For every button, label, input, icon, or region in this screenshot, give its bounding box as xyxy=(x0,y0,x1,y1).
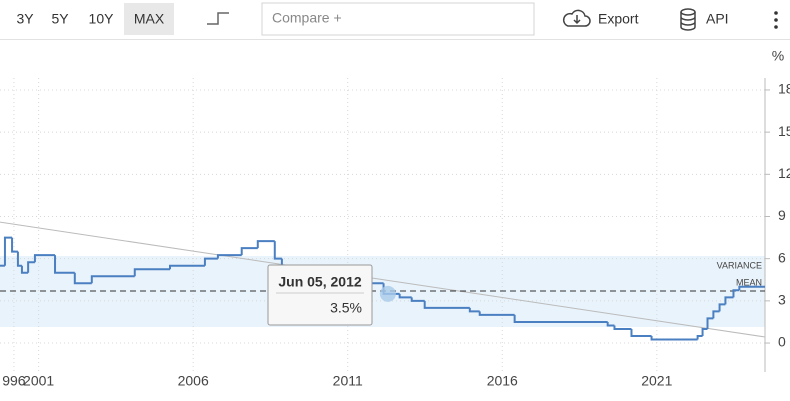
line-step xyxy=(273,241,282,260)
line-step xyxy=(423,300,470,309)
mean-label: MEAN xyxy=(736,277,762,287)
tooltip-date: Jun 05, 2012 xyxy=(278,274,361,290)
line-step xyxy=(256,240,275,249)
line-step xyxy=(732,289,740,298)
line-step xyxy=(606,321,615,327)
x-tick-label: 2001 xyxy=(23,373,54,389)
line-step xyxy=(478,311,515,316)
compare-placeholder[interactable]: Compare + xyxy=(272,10,342,26)
range-active-bg xyxy=(124,3,174,35)
range-button[interactable]: MAX xyxy=(134,11,165,27)
line-step xyxy=(203,257,218,266)
y-tick-label: 9 xyxy=(778,207,786,223)
line-step xyxy=(650,336,698,341)
x-tick-label: 2021 xyxy=(641,373,672,389)
x-tick-label: 2011 xyxy=(333,373,363,389)
y-tick-label: 18 xyxy=(778,81,790,97)
cloud-icon xyxy=(562,9,591,27)
menu-dot xyxy=(774,18,778,22)
y-unit: % xyxy=(772,48,784,64)
download-arrow xyxy=(573,15,581,25)
line-step xyxy=(27,261,35,273)
range-button[interactable]: 3Y xyxy=(16,11,34,27)
range-button[interactable]: 10Y xyxy=(89,11,115,27)
line-step xyxy=(513,314,608,323)
line-step xyxy=(73,272,92,285)
line-step xyxy=(706,317,714,329)
line-step xyxy=(240,247,258,256)
trend-line xyxy=(0,221,766,338)
line-step xyxy=(738,285,765,291)
line-step xyxy=(410,297,425,302)
line-step xyxy=(398,293,412,299)
menu-button[interactable] xyxy=(774,11,778,29)
x-tick-label: 996 xyxy=(2,373,26,389)
api-label[interactable]: API xyxy=(706,11,729,27)
y-tick-label: 15 xyxy=(778,123,790,139)
line-step xyxy=(90,275,135,284)
compare-input[interactable] xyxy=(261,2,535,36)
line-step xyxy=(169,264,205,270)
line-step xyxy=(16,251,22,267)
db-icon-body xyxy=(680,12,696,31)
hover-marker xyxy=(379,285,396,302)
y-tick-label: 6 xyxy=(778,249,786,265)
line-step xyxy=(54,255,75,274)
export-button[interactable]: Export xyxy=(562,9,639,27)
line-step xyxy=(468,307,480,313)
y-tick-label: 12 xyxy=(778,165,790,181)
menu-dot xyxy=(774,11,778,15)
export-label[interactable]: Export xyxy=(598,11,639,27)
line-step xyxy=(724,296,734,305)
line-step xyxy=(613,325,632,330)
menu-dot xyxy=(774,25,778,29)
line-step xyxy=(33,254,56,263)
y-tick-label: 3 xyxy=(778,292,786,308)
tooltip-box xyxy=(267,264,373,326)
range-button[interactable]: 5Y xyxy=(51,11,69,27)
tooltip-value: 3.5% xyxy=(330,300,362,316)
x-tick-label: 2016 xyxy=(487,373,518,389)
variance-label: VARIANCE xyxy=(717,260,762,270)
line-step xyxy=(11,237,18,253)
line-step xyxy=(133,268,170,277)
line-step xyxy=(696,335,703,340)
step-icon[interactable] xyxy=(207,12,229,25)
line-step xyxy=(3,236,13,266)
line-step xyxy=(630,328,652,338)
line-step xyxy=(20,265,29,274)
x-tick-label: 2006 xyxy=(178,373,209,389)
api-button[interactable]: API xyxy=(680,8,729,31)
line-step xyxy=(718,303,726,312)
line-step xyxy=(216,254,242,259)
line-step xyxy=(712,310,720,319)
y-tick-label: 0 xyxy=(778,334,786,350)
line-step xyxy=(701,327,708,337)
